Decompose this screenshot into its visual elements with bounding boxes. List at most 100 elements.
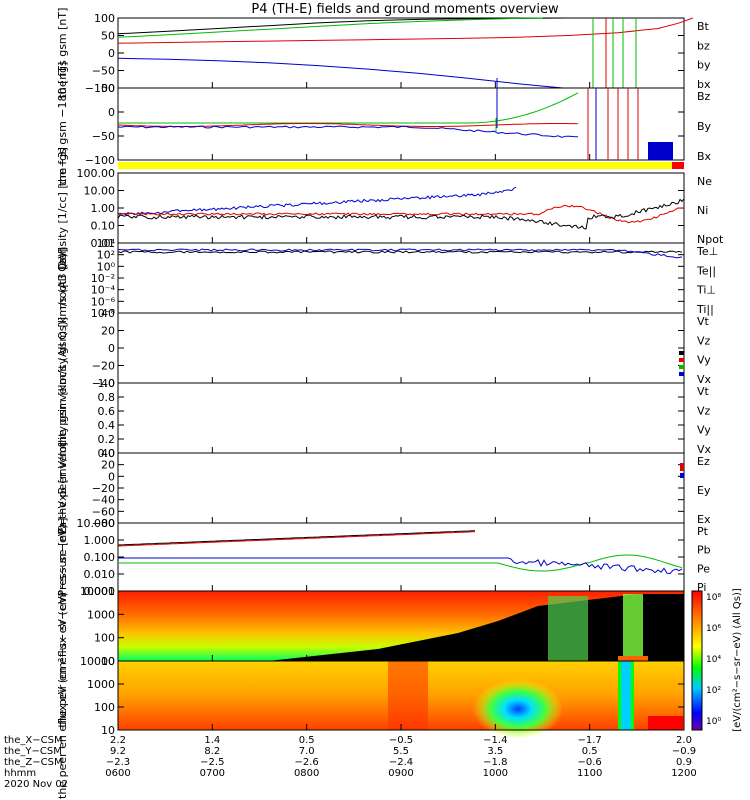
y-tick-label: 10 [101, 655, 115, 668]
x-row-label: the_Z−CSM [4, 757, 63, 768]
x-tick-label: −0.5 [389, 735, 413, 746]
legend-entry: by [697, 59, 711, 72]
series-Tepar [117, 250, 683, 254]
colorbar-tick-label: 10² [706, 686, 721, 696]
panel-1: 100 50 0 −50 −100 the fgs gsm [nT] Bt bz by bx [56, 8, 711, 99]
series-end-mark [680, 463, 684, 471]
y-tick-label: 0.001 [84, 585, 116, 598]
series-bx [117, 57, 564, 89]
x-axis: 2.29.2−2.306001.48.2−2.507000.57.0−2.608… [4, 82, 697, 790]
y-tick-label: 0 [108, 342, 115, 355]
series-Npot [117, 186, 517, 216]
y-tick-label: 0 [108, 47, 115, 60]
noise-region [118, 594, 684, 661]
y-tick-label: 0.0 [98, 447, 116, 460]
y-axis-label: E=−VxB [mV/m] [56, 442, 69, 534]
y-axis-label: the peer en eflux eV (cm²−s− sr−eV) [56, 592, 69, 799]
panel-frame [117, 242, 685, 314]
y-tick-label: 100.00 [77, 167, 116, 180]
legend-entry: Te⊥ [696, 245, 718, 258]
x-tick-label: −2.5 [200, 757, 224, 768]
x-tick-label: 3.5 [487, 746, 503, 757]
quality-bar [118, 162, 684, 169]
x-tick-label: 7.0 [299, 746, 315, 757]
legend-entry: Ti|| [696, 303, 714, 316]
y-tick-label: 0 [108, 470, 115, 483]
panel-frame [117, 17, 685, 89]
x-tick-label: 0.5 [582, 746, 598, 757]
y-tick-label: 50 [101, 30, 115, 43]
panel-5: 40 20 0 −20 −40 the peir velocity gsm [km/s (… [56, 249, 712, 448]
y-tick-label: 50 [101, 82, 115, 95]
y-axis-label: Pressure [nPa] [56, 518, 69, 597]
y-tick-label: 0 [108, 106, 115, 119]
y-tick-label: 40 [101, 447, 115, 460]
x-row-label: hhmm [4, 768, 36, 779]
y-tick-label: −100 [85, 82, 115, 95]
legend-entry: Ni [697, 204, 708, 217]
green-edge-2 [631, 661, 634, 730]
y-tick-label: 10⁰ [97, 260, 116, 273]
y-tick-label: 10² [97, 249, 115, 262]
legend-entry: Pi [697, 581, 706, 594]
legend-entry: Ti⊥ [696, 284, 716, 297]
panel-frame [117, 452, 685, 524]
y-tick-label: 0.010 [84, 568, 116, 581]
quality-bar-end [672, 162, 684, 169]
legend-entry: By [697, 120, 712, 133]
colorbar-strip [691, 590, 703, 731]
y-tick-label: 10 [101, 724, 115, 737]
colorbar: 10⁸ 10⁶ 10⁴ 10² 10⁰ [eV/(cm²−s−sr−eV) (All Qs… [691, 588, 743, 732]
series-Tiperp [117, 248, 683, 259]
x-row-label: 2020 Nov 02 [4, 779, 68, 790]
x-tick-label: 0700 [200, 768, 225, 779]
panel-3: 100.00 10.00 1.00 0.10 0.01 Density [1/cc] [c… [56, 147, 724, 269]
y-tick-label: 20 [101, 325, 115, 338]
x-tick-label: −1.8 [483, 757, 507, 768]
legend-entry: Pb [697, 544, 711, 557]
x-tick-label: 1200 [671, 768, 696, 779]
y-axis-label: the fgs gsm −180 [nT] [56, 62, 69, 187]
legend-entry: Pe [697, 562, 710, 575]
x-tick-label: −1.7 [578, 735, 602, 746]
y-tick-label: 10000 [80, 655, 115, 668]
plot-area [118, 661, 684, 739]
plot-area [118, 591, 684, 661]
series-end-mark [679, 358, 684, 362]
y-tick-label: −80 [92, 517, 115, 530]
y-tick-label: −20 [92, 482, 115, 495]
series-block [648, 142, 673, 160]
y-axis-label: the peer velocity gsm [km/s (All Qs)] [56, 317, 69, 519]
y-tick-label: 1.0 [98, 377, 116, 390]
panel-9: 10000 1000 100 10 the peir en eflux eV (cm²−… [56, 524, 685, 728]
legend-entry: Pt [697, 525, 709, 538]
y-tick-label: 1000 [87, 678, 115, 691]
y-tick-label: 10⁻² [91, 272, 115, 285]
red-column [388, 661, 428, 730]
colorbar-label: [eV/(cm²−s−sr−eV) (All Qs)] [732, 588, 743, 732]
panel-frame [117, 87, 685, 161]
series-Pi [118, 557, 683, 575]
legend-entry: Te|| [696, 264, 716, 277]
series-Pt [117, 530, 476, 546]
legend-entry: Bx [697, 150, 712, 163]
colorbar-tick-label: 10⁶ [706, 624, 721, 634]
y-tick-label: 1.000 [84, 534, 116, 547]
colorbar-tick-label: 10⁴ [706, 655, 721, 665]
x-tick-label: −0.6 [578, 757, 602, 768]
legend-entry: Vy [697, 424, 711, 437]
y-axis-label: the peir en eflux eV (cm²−s− sr−eV) [56, 524, 69, 727]
x-tick-label: −2.3 [106, 757, 130, 768]
series-end-mark [679, 372, 684, 376]
y-tick-label: 0.10 [91, 220, 116, 233]
series-Pe [118, 554, 683, 572]
y-tick-label: 0.01 [91, 237, 116, 250]
orange-patch [618, 656, 648, 661]
y-tick-label: 10⁻⁶ [91, 295, 116, 308]
legend-entry: Vt [697, 385, 710, 398]
legend-entry: Bt [697, 20, 710, 33]
x-tick-label: 0900 [388, 768, 413, 779]
series-Pb [117, 531, 476, 547]
y-tick-label: 10⁻⁴ [91, 284, 116, 297]
